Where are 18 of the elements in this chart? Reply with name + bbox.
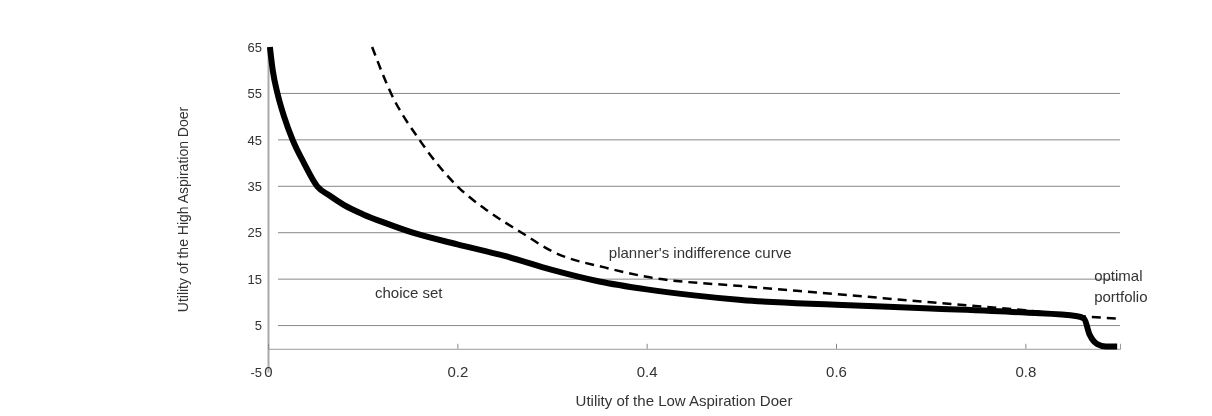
x-tick-label: 0.8 <box>1015 363 1037 381</box>
x-tick-label: 0.4 <box>636 363 658 381</box>
x-tick-label: 0.2 <box>447 363 469 381</box>
text: choice set <box>374 283 444 301</box>
x-axis-title: Utility of the Low Aspiration Doer <box>575 392 793 409</box>
y-tick-label: 25 <box>247 225 262 241</box>
y-tick-label: 35 <box>247 178 262 194</box>
y-tick-label: 15 <box>247 271 262 287</box>
y-tick-label: -5 <box>250 364 262 380</box>
y-tick-label: 5 <box>254 318 262 334</box>
x-tick-label: 0 <box>264 363 273 381</box>
y-tick-label: 45 <box>247 132 262 148</box>
series-label: planner's indifference curve <box>608 244 792 262</box>
y-tick-label: 65 <box>247 39 262 55</box>
y-tick-label: 55 <box>247 86 262 102</box>
x-tick-label: 0.6 <box>826 363 847 381</box>
annotation: optimal portfolio <box>1094 267 1148 306</box>
y-axis-title: Utility of the High Aspiration Doer <box>175 106 191 313</box>
